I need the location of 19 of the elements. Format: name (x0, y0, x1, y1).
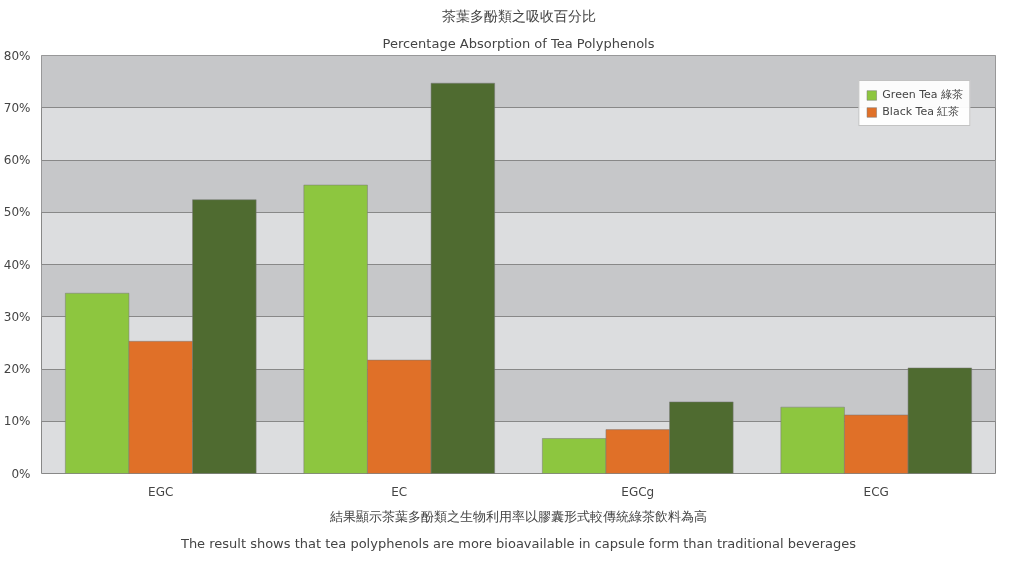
y-tick-label: 40% (3, 257, 31, 272)
y-tick-label: 80% (3, 48, 31, 63)
y-tick-label: 60% (3, 153, 31, 167)
text: 結果顯示茶葉多酚類之生物利用率以膠囊形式較傳統綠茶飲料為高 (329, 508, 707, 524)
y-tick-label: 50% (3, 205, 31, 220)
text: The result shows that tea polyphenols are more bioavailable in capsule form than traditional beverages (179, 535, 857, 551)
y-tick-label: 30% (3, 309, 31, 324)
y-tick-label: 20% (3, 362, 31, 376)
y-tick-label: 70% (3, 100, 31, 115)
x-tick-label: EGCg (621, 484, 655, 499)
legend-label: Green Tea 綠茶 (882, 87, 963, 102)
x-tick-label: ECG (863, 484, 889, 499)
x-tick-label: EGC (148, 484, 174, 499)
y-tick-label: 0% (11, 466, 31, 481)
x-tick-label: EC (391, 484, 408, 499)
chart-title: 茶葉多酚類之吸收百分比 (441, 7, 596, 24)
y-tick-label: 10% (3, 414, 31, 429)
chart-subtitle: Percentage Absorption of Tea Polyphenols (382, 35, 655, 51)
legend-label: Black Tea 紅茶 (882, 104, 960, 119)
